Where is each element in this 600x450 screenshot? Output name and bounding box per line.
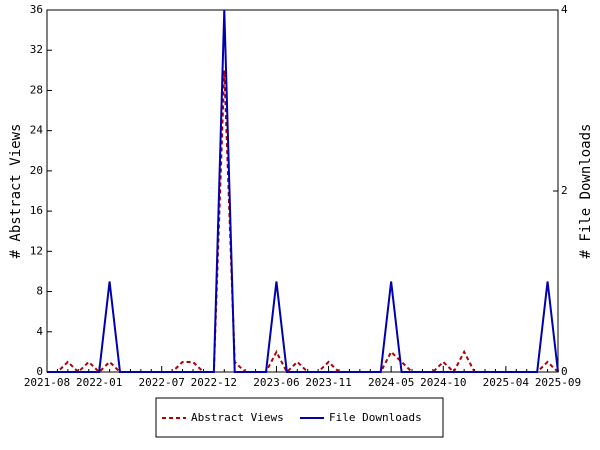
y2-tick-label: 0 bbox=[561, 365, 568, 378]
legend-label: Abstract Views bbox=[191, 411, 284, 424]
y2-tick-label: 2 bbox=[561, 184, 568, 197]
legend-label: File Downloads bbox=[329, 411, 422, 424]
x-tick-label: 2023-11 bbox=[305, 376, 351, 389]
x-tick-label: 2025-09 bbox=[535, 376, 581, 389]
x-tick-label: 2024-05 bbox=[368, 376, 414, 389]
y-tick-label: 0 bbox=[36, 365, 43, 378]
legend bbox=[155, 397, 444, 438]
y-tick-label: 20 bbox=[30, 164, 43, 177]
y2-tick-label: 4 bbox=[561, 3, 568, 16]
x-tick-label: 2025-04 bbox=[483, 376, 530, 389]
y2-axis-label: # File Downloads bbox=[578, 124, 594, 259]
y-tick-label: 32 bbox=[30, 43, 43, 56]
y-tick-label: 16 bbox=[30, 204, 43, 217]
data-line bbox=[47, 9, 559, 373]
plot-frame bbox=[46, 9, 559, 373]
x-tick-label: 2023-06 bbox=[253, 376, 299, 389]
y-tick-label: 36 bbox=[30, 3, 43, 16]
y-axis-label: # Abstract Views bbox=[8, 124, 24, 259]
y-tick-label: 12 bbox=[30, 244, 43, 257]
y-tick-label: 4 bbox=[36, 325, 43, 338]
x-tick-label: 2022-07 bbox=[139, 376, 185, 389]
data-line bbox=[47, 70, 559, 374]
x-tick-label: 2022-12 bbox=[191, 376, 237, 389]
x-tick-label: 2024-10 bbox=[420, 376, 466, 389]
x-tick-label: 2022-01 bbox=[76, 376, 122, 389]
y-tick-label: 24 bbox=[30, 124, 44, 137]
x-tick-label: 2021-08 bbox=[24, 376, 70, 389]
y-tick-label: 28 bbox=[30, 83, 43, 96]
y-tick-label: 8 bbox=[36, 285, 43, 298]
